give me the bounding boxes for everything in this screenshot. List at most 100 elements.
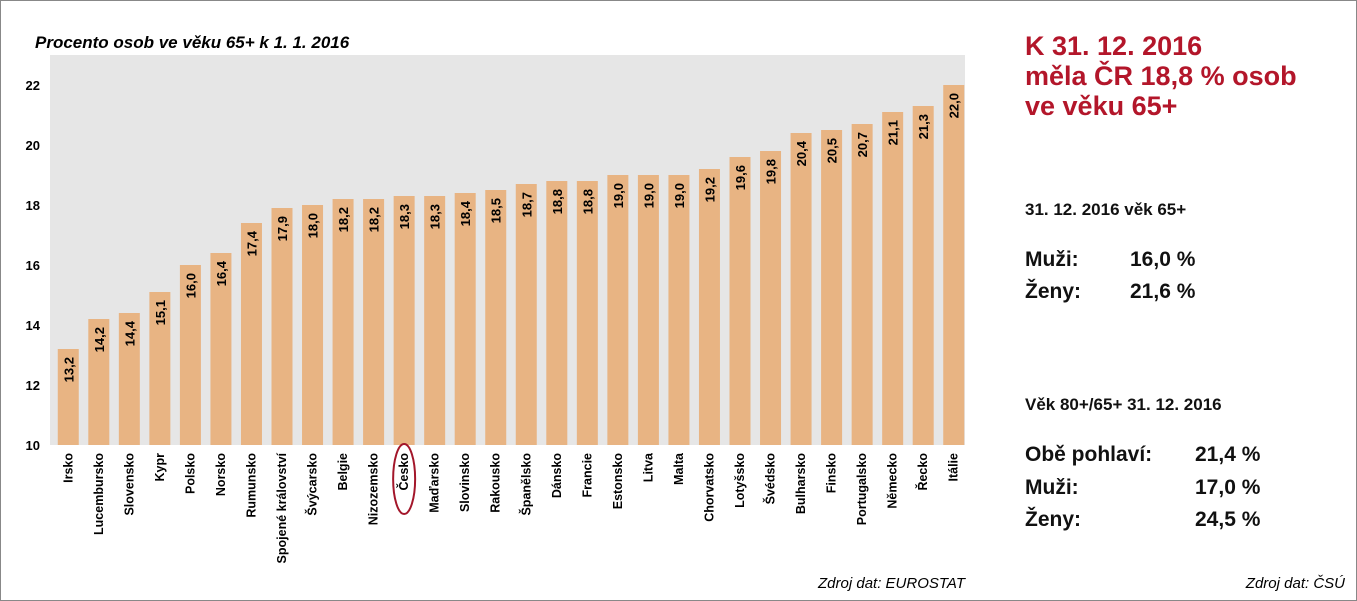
value-label: 21,1: [886, 120, 901, 145]
x-tick-label: Švýcarsko: [305, 453, 320, 516]
x-tick-label: Norsko: [214, 453, 228, 496]
value-label: 19,0: [672, 183, 687, 208]
value-label: 18,3: [397, 204, 412, 229]
bar: [515, 184, 537, 445]
x-tick-label: Chorvatsko: [702, 453, 716, 522]
x-tick-label: Česko: [396, 453, 411, 491]
chart-source: Zdroj dat: EUROSTAT: [817, 575, 967, 592]
value-label: 18,8: [580, 189, 595, 214]
section-title: 31. 12. 2016 věk 65+: [1025, 200, 1186, 219]
bar: [57, 349, 79, 445]
headline: měla ČR 18,8 % osob: [1025, 60, 1297, 91]
x-tick-label: Portugalsko: [855, 453, 869, 526]
bar: [454, 193, 476, 445]
x-tick-label: Francie: [580, 453, 594, 498]
row-label: Ženy:: [1025, 507, 1081, 531]
x-tick-label: Maďarsko: [428, 453, 442, 513]
value-label: 18,7: [519, 192, 534, 217]
bar: [363, 199, 385, 445]
bar: [393, 196, 415, 445]
x-tick-label: Rumunsko: [244, 453, 258, 518]
value-label: 18,8: [550, 189, 565, 214]
x-tick-label: Švédsko: [763, 453, 778, 505]
row-label: Muži:: [1025, 476, 1079, 499]
x-tick-label: Lucembursko: [92, 453, 106, 535]
value-label: 19,8: [764, 159, 779, 184]
bar: [729, 157, 751, 445]
x-tick-label: Malta: [672, 452, 686, 485]
value-label: 19,0: [611, 183, 626, 208]
headline: K 31. 12. 2016: [1025, 31, 1202, 61]
y-tick-label: 14: [26, 318, 41, 333]
value-label: 17,9: [275, 216, 290, 241]
bar: [882, 112, 904, 445]
value-label: 19,0: [641, 183, 656, 208]
bar: [88, 319, 110, 445]
x-tick-label: Bulharsko: [794, 453, 808, 514]
y-tick-label: 12: [26, 378, 40, 393]
row-value: 21,6 %: [1130, 280, 1196, 303]
bar: [485, 190, 507, 445]
x-tick-label: Slovinsko: [458, 453, 472, 512]
bar: [118, 313, 140, 445]
bar: [698, 169, 720, 445]
row-value: 16,0 %: [1130, 248, 1196, 271]
x-tick-label: Belgie: [336, 453, 350, 491]
row-value: 24,5 %: [1195, 508, 1261, 531]
row-value: 17,0 %: [1195, 476, 1261, 499]
value-label: 14,4: [122, 320, 137, 346]
x-tick-label: Nizozemsko: [367, 453, 381, 526]
bar: [332, 199, 354, 445]
bar: [912, 106, 934, 445]
y-tick-label: 22: [26, 78, 40, 93]
x-tick-label: Německo: [886, 453, 900, 509]
bar: [210, 253, 232, 445]
value-label: 18,2: [367, 207, 382, 232]
value-label: 14,2: [92, 327, 107, 352]
x-tick-label: Lotyšsko: [733, 453, 747, 508]
x-tick-label: Řecko: [915, 453, 930, 491]
x-tick-label: Polsko: [183, 453, 197, 494]
side-panel: K 31. 12. 2016 měla ČR 18,8 % osob ve vě…: [1025, 31, 1345, 592]
bar: [546, 181, 568, 445]
value-label: 16,4: [214, 260, 229, 286]
value-label: 18,3: [428, 204, 443, 229]
bar: [637, 175, 659, 445]
value-label: 15,1: [153, 300, 168, 325]
bar: [302, 205, 324, 445]
bar: [240, 223, 262, 445]
value-label: 20,7: [855, 132, 870, 157]
chart-title: Procento osob ve věku 65+ k 1. 1. 2016: [35, 33, 350, 52]
y-tick-label: 16: [26, 258, 40, 273]
x-tick-label: Estonsko: [611, 453, 625, 510]
plot-background: [50, 55, 965, 445]
x-tick-label: Finsko: [825, 453, 839, 494]
row-label: Muži:: [1025, 248, 1079, 271]
y-tick-label: 20: [26, 138, 40, 153]
bar: [668, 175, 690, 445]
bar: [943, 85, 965, 445]
headline: ve věku 65+: [1025, 91, 1177, 121]
bar: [576, 181, 598, 445]
y-tick-label: 10: [26, 438, 40, 453]
x-tick-label: Slovensko: [122, 453, 136, 516]
value-label: 19,2: [702, 177, 717, 202]
x-tick-label: Itálie: [947, 453, 961, 482]
highlight-circle: [392, 443, 417, 515]
bar: [760, 151, 782, 445]
value-label: 17,4: [244, 230, 259, 256]
bar: [790, 133, 812, 445]
x-tick-label: Spojené království: [275, 452, 289, 563]
x-tick-label: Dánsko: [550, 453, 564, 499]
value-label: 16,0: [183, 273, 198, 298]
value-label: 22,0: [947, 93, 962, 118]
section-title: Věk 80+/65+ 31. 12. 2016: [1025, 395, 1222, 414]
bar: [149, 292, 171, 445]
value-label: 21,3: [916, 114, 931, 139]
y-tick-label: 18: [26, 198, 40, 213]
x-tick-label: Rakousko: [489, 453, 503, 513]
bar: [424, 196, 446, 445]
panel-source: Zdroj dat: ČSÚ: [1245, 575, 1345, 592]
bar: [851, 124, 873, 445]
